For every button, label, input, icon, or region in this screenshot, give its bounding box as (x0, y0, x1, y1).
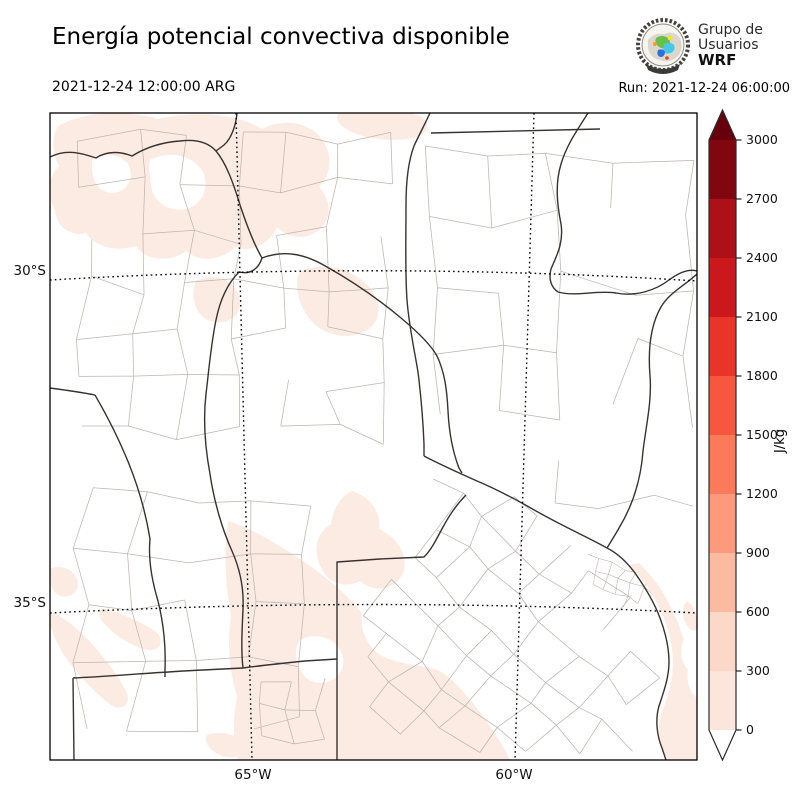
department-boundaries-mesh (76, 128, 393, 445)
lon-tick-label: 65°W (234, 767, 272, 783)
province-boundary (50, 387, 96, 396)
department-boundaries-mesh (258, 678, 326, 745)
province-boundary (430, 128, 601, 134)
wrf-logo: Grupo de Usuarios WRF (634, 12, 800, 78)
logo-text-line1: Grupo de (698, 21, 763, 38)
cape-shading-patch (337, 113, 428, 140)
colorbar-bin (709, 435, 736, 494)
department-boundaries-mesh (72, 487, 312, 733)
cape-shading-patch (99, 609, 161, 651)
colorbar-tick-label: 3000 (746, 132, 778, 147)
colorbar-tick-label: 1500 (746, 427, 778, 442)
graticule-line (50, 603, 697, 614)
colorbar-bin (709, 376, 736, 435)
province-boundary (557, 269, 697, 295)
colorbar-over-arrow (709, 110, 736, 140)
logo-text-line2: Usuarios (698, 36, 759, 53)
valid-time-label: 2021-12-24 12:00:00 ARG (52, 79, 236, 95)
province-boundary (606, 273, 697, 549)
province-boundary (606, 547, 670, 760)
colorbar-tick-label: 2400 (746, 250, 778, 265)
colorbar-bin (709, 199, 736, 258)
map-layers (50, 113, 697, 760)
province-boundary (72, 677, 75, 760)
colorbar-tick-label: 0 (746, 722, 754, 737)
province-boundary (94, 394, 166, 677)
page-title: Energía potencial convectiva disponible (52, 24, 510, 50)
province-boundary (203, 257, 263, 669)
cape-shading-patch (50, 113, 330, 259)
cape-shading-patch (205, 733, 246, 758)
cape-shading-patch (50, 567, 78, 597)
coastal-cape-patch (629, 563, 697, 760)
province-boundary (50, 139, 263, 259)
lon-tick-label: 60°W (495, 767, 533, 783)
lat-tick-label: 30°S (13, 263, 47, 279)
colorbar-bin (709, 258, 736, 317)
colorbar-tick-label: 2700 (746, 191, 778, 206)
department-boundaries-mesh (554, 460, 693, 509)
colorbar-bin (709, 553, 736, 612)
colorbar-unit-label: J/kg (773, 429, 788, 453)
department-boundaries-mesh (363, 478, 660, 755)
colorbar-tick-label: 2100 (746, 309, 778, 324)
lat-tick-label: 35°S (13, 595, 47, 611)
coastal-cape-patch (683, 602, 697, 631)
colorbar-tick-label: 1800 (746, 368, 778, 383)
province-boundary (215, 113, 238, 152)
colorbar-bin (709, 140, 736, 199)
province-boundary (261, 252, 463, 474)
cape-shading-patch (225, 521, 510, 760)
wrf-seal-icon (636, 18, 690, 74)
colorbar-tick-label: 1200 (746, 486, 778, 501)
cape-shading-patch (50, 611, 128, 708)
colorbar-tick-label: 600 (746, 604, 770, 619)
province-boundary (549, 113, 589, 293)
province-boundary (423, 455, 608, 549)
colorbar-bin (709, 612, 736, 671)
graticule-line (514, 113, 535, 760)
colorbar-tick-label: 300 (746, 663, 770, 678)
department-boundaries-mesh (424, 145, 695, 428)
colorbar-bin (709, 494, 736, 553)
run-time-label: Run: 2021-12-24 06:00:00 (618, 81, 790, 96)
colorbar-bin (709, 317, 736, 376)
logo-text-line3: WRF (698, 50, 737, 69)
province-boundary (336, 494, 467, 760)
colorbar (708, 108, 742, 762)
colorbar-under-arrow (709, 730, 736, 760)
cape-shading-patch (193, 277, 241, 323)
map-frame (49, 112, 698, 761)
cape-shading-patch (316, 491, 405, 589)
province-boundary (405, 113, 431, 456)
colorbar-bin (709, 671, 736, 730)
colorbar-tick-label: 900 (746, 545, 770, 560)
province-boundary (72, 658, 338, 679)
graticule-line (50, 270, 697, 282)
cape-shading-patch (296, 266, 379, 336)
